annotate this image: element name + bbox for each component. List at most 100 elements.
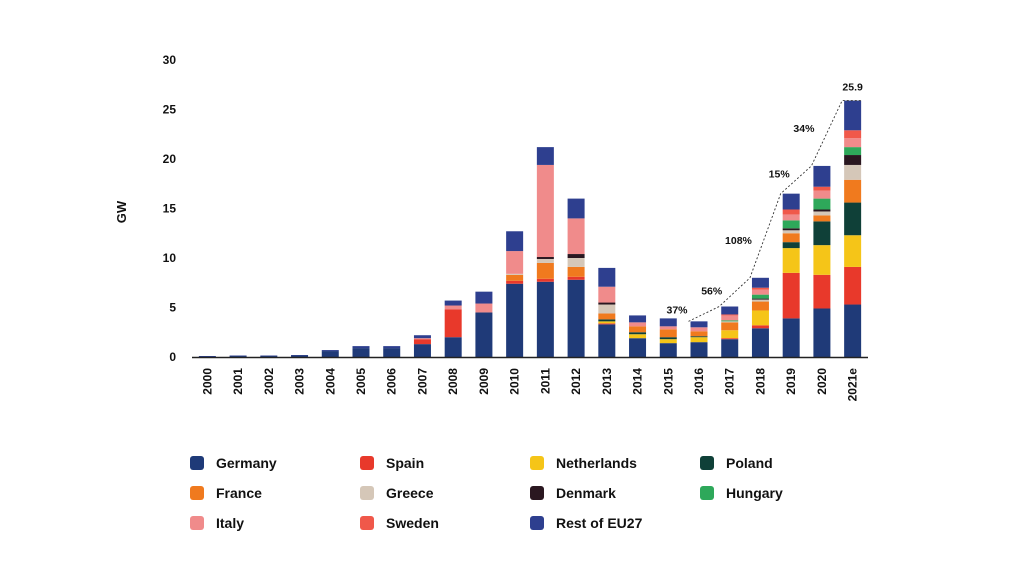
bar-segment [782,209,800,215]
bar-segment [598,324,616,357]
y-tick-label: 5 [169,301,176,315]
bar-segment [413,335,431,339]
bar-segment [813,215,831,222]
bar-segment [506,231,524,252]
bar-segment [229,355,247,357]
bar-segment [721,320,739,322]
bar-segment [690,327,708,332]
bar-segment [721,315,739,321]
bar-segment [475,303,493,313]
growth-annotation: 56% [701,286,723,298]
bar-segment [291,355,309,356]
bar-segment [383,348,401,357]
bar-segment [567,258,585,267]
bar-segment [383,346,401,349]
legend-item: Germany [190,455,277,471]
growth-annotation: 108% [725,235,753,247]
bar-segment [352,346,370,349]
bar-segment [659,329,677,338]
legend-label: Hungary [726,485,783,501]
bar-segment [659,337,677,340]
legend-label: Denmark [556,485,616,501]
bar-segment [598,319,616,322]
bar-segment [844,100,862,131]
bar-segment [536,281,554,357]
bar-segment [782,318,800,357]
bar-segment [321,351,339,357]
x-tick-label: 2014 [631,368,645,395]
bar-segment [444,337,462,357]
legend-swatch [190,516,204,530]
legend-swatch [700,456,714,470]
bar-segment [813,186,831,191]
bar-segment [844,155,862,165]
bar-segment [782,272,800,319]
legend-item: Italy [190,515,244,531]
bar-segment [813,198,831,210]
x-tick-label: 2001 [231,368,245,395]
legend-swatch [530,456,544,470]
legend-label: Italy [216,515,245,531]
bar-segment [782,248,800,273]
bar-segment [444,305,462,310]
bar-segment [721,339,739,357]
bar-segment [813,274,831,309]
chart-legend: Germany France Italy Spain Greece Sweden Nethe… [190,455,870,545]
bar-segment [506,273,524,275]
bar-segment [721,330,739,339]
bar-segment [598,321,616,324]
legend-label: Germany [216,455,277,471]
legend-item: France [190,485,262,501]
bar-segment [598,302,616,305]
x-tick-label: 2016 [692,368,706,395]
bar-segment [598,267,616,287]
bar-segment [813,165,831,187]
x-tick-label: 2000 [200,368,214,395]
bar-segment [536,258,554,263]
bar-segment [751,298,769,300]
x-tick-label: 2002 [262,368,276,395]
legend-swatch [190,486,204,500]
bar-segment [782,214,800,221]
x-tick-label: 2005 [354,368,368,395]
bar-segment [782,242,800,249]
bar-segment [721,314,739,316]
bar-segment [721,322,739,331]
bar-segment [751,328,769,357]
bar-segment [506,283,524,357]
bar-segment [659,318,677,327]
legend-item: Poland [700,455,773,471]
y-tick-label: 20 [163,152,177,166]
x-tick-label: 2010 [508,368,522,395]
legend-swatch [530,486,544,500]
bar-segment [844,235,862,267]
y-axis-title: GW [114,200,129,223]
x-tick-label: 2020 [815,368,829,395]
bar-segment [782,228,800,231]
x-tick-label: 2003 [293,368,307,395]
bar-segment [506,280,524,284]
x-tick-label: 2006 [385,368,399,395]
bar-segment [536,262,554,279]
bar-segment [536,147,554,165]
legend-item: Greece [360,485,433,501]
bar-segment [690,321,708,328]
y-tick-label: 25 [163,103,177,117]
bar-segment [813,211,831,216]
bar-segment [506,274,524,281]
bar-segment [598,313,616,320]
bar-segment [229,356,247,357]
growth-annotation: 34% [793,123,815,135]
bar-segment [321,350,339,352]
bar-segment [629,338,647,357]
bar-segment [567,254,585,258]
bar-segment [782,220,800,229]
legend-label: Greece [386,485,434,501]
growth-annotation: 37% [666,304,688,316]
y-tick-label: 30 [163,53,177,67]
bar-segment [567,198,585,219]
bar-segment [751,277,769,288]
bar-segment [260,356,278,357]
bar-segment [629,315,647,323]
